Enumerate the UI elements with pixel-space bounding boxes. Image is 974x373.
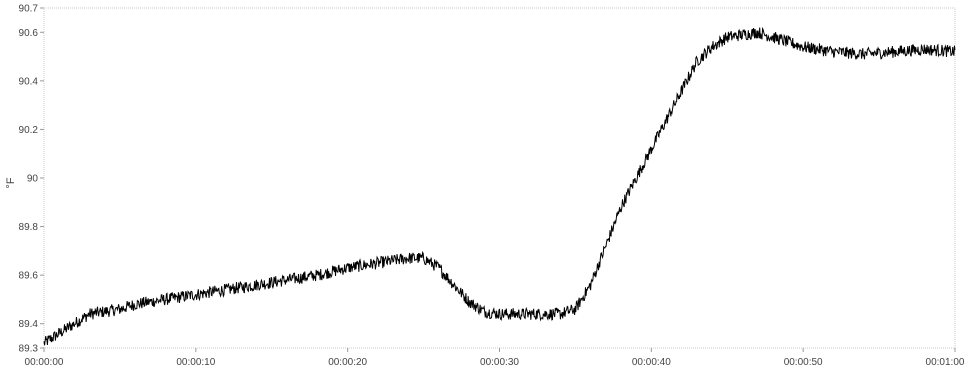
x-tick-label: 00:00:30 xyxy=(480,357,519,368)
series-line xyxy=(43,26,956,346)
y-tick-label: 89.4 xyxy=(19,319,39,330)
y-tick-label: 89.8 xyxy=(19,222,39,233)
y-tick-label: 90 xyxy=(27,174,39,185)
y-tick-label: 89.3 xyxy=(19,344,39,355)
y-axis-label: °F xyxy=(5,177,17,188)
y-tick-label: 90.4 xyxy=(19,76,39,87)
plot-area xyxy=(43,7,956,349)
x-tick-label: 00:00:10 xyxy=(176,357,215,368)
x-tick-label: 00:01:00 xyxy=(926,357,965,368)
x-tick-label: 00:00:00 xyxy=(25,357,64,368)
y-tick-label: 90.6 xyxy=(19,28,39,39)
y-tick-label: 90.7 xyxy=(19,4,39,15)
x-tick-label: 00:00:40 xyxy=(632,357,671,368)
x-tick-label: 00:00:50 xyxy=(784,357,823,368)
y-tick-label: 90.2 xyxy=(19,125,39,136)
y-tick-label: 89.6 xyxy=(19,271,39,282)
x-tick-label: 00:00:20 xyxy=(328,357,367,368)
